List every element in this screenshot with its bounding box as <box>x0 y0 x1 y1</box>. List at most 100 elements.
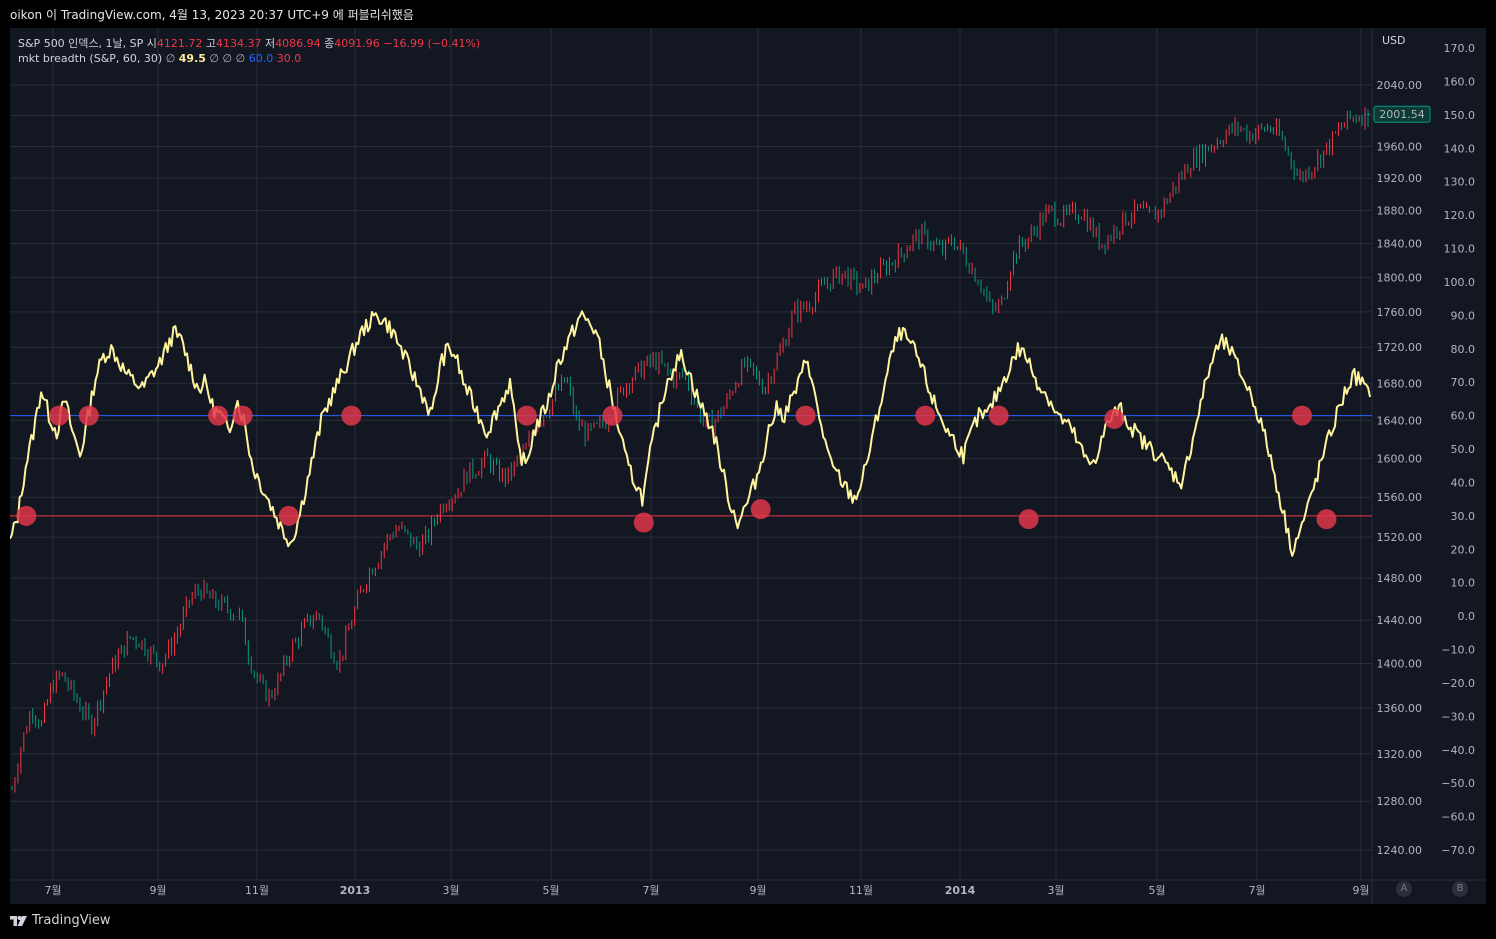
price-scale-label: 1640.00 <box>1377 414 1423 427</box>
time-axis-label: 9월 <box>749 884 766 897</box>
indicator-scale-label: 0.0 <box>1458 610 1476 623</box>
price-scale-label: 1320.00 <box>1377 748 1423 761</box>
indicator-flag-3: ∅ <box>222 52 233 65</box>
indicator-scale-label: −60.0 <box>1441 811 1475 824</box>
indicator-scale-label: −20.0 <box>1441 677 1475 690</box>
low-value: 4086.94 <box>275 37 321 50</box>
indicator-scale-label: 60.0 <box>1451 410 1476 423</box>
signal-marker <box>915 405 936 426</box>
footer: TradingView <box>0 904 1496 939</box>
time-axis-label: 3월 <box>1047 884 1064 897</box>
brand-name: TradingView <box>32 913 111 928</box>
indicator-scale-label: 120.0 <box>1444 209 1476 222</box>
indicator-scale-label: 150.0 <box>1444 109 1476 122</box>
signal-marker <box>78 405 99 426</box>
signal-marker <box>516 405 537 426</box>
time-axis-label: 5월 <box>542 884 559 897</box>
last-price-value: 2001.54 <box>1379 108 1425 121</box>
indicator-scale-label: −30.0 <box>1441 710 1475 723</box>
time-axis-label: 7월 <box>44 884 61 897</box>
indicator-scale-label: 70.0 <box>1451 376 1476 389</box>
change-value: −16.99 (−0.41%) <box>383 37 481 50</box>
price-scale-label: 1600.00 <box>1377 452 1423 465</box>
time-axis-label: 2014 <box>945 884 976 897</box>
indicator-scale-label: 80.0 <box>1451 343 1476 356</box>
indicator-flag-4: ∅ <box>235 52 246 65</box>
low-label: 저 <box>265 37 276 50</box>
indicator-scale-label: −10.0 <box>1441 644 1475 657</box>
indicator-value: 49.5 <box>178 52 206 65</box>
time-axis-label: 7월 <box>642 884 659 897</box>
time-axis-label: 5월 <box>1148 884 1165 897</box>
indicator-legend[interactable]: mkt breadth (S&P, 60, 30) ∅ 49.5 ∅ ∅ ∅ 6… <box>18 52 301 65</box>
high-label: 고 <box>205 37 217 50</box>
price-scale-label: 1520.00 <box>1377 531 1423 544</box>
close-value: 4091.96 <box>334 37 380 50</box>
signal-marker <box>341 405 362 426</box>
indicator-scale-label: 170.0 <box>1444 42 1476 55</box>
indicator-scale-label: −40.0 <box>1441 744 1475 757</box>
time-axis-label: 9월 <box>149 884 166 897</box>
price-scale-label: 1800.00 <box>1377 271 1423 284</box>
chart-canvas[interactable]: 7월 9월 11월 2013 3월 5월 7월 9월 11월 2014 3월 5월 7월 9월 2040.0… <box>10 28 1486 904</box>
signal-marker <box>795 405 816 426</box>
time-axis-label: 3월 <box>442 884 459 897</box>
brand[interactable]: TradingView <box>10 913 111 928</box>
price-scale-label: 1400.00 <box>1377 658 1423 671</box>
last-price-tag[interactable] <box>1373 105 1431 123</box>
signal-marker <box>16 505 37 526</box>
signal-marker <box>1316 509 1337 530</box>
indicator-scale-label: 90.0 <box>1451 309 1476 322</box>
time-axis-label: 2013 <box>340 884 371 897</box>
publish-header: oikon 이 TradingView.com, 4월 13, 2023 20:… <box>0 0 1496 28</box>
price-scale-label: 1440.00 <box>1377 614 1423 627</box>
signal-marker <box>1018 509 1039 530</box>
signal-marker <box>208 405 229 426</box>
signal-marker <box>988 405 1009 426</box>
price-scale-label: 2040.00 <box>1377 79 1423 92</box>
high-value: 4134.37 <box>216 37 262 50</box>
time-axis-label: 11월 <box>849 884 873 897</box>
indicator-flag-2: ∅ <box>209 52 220 65</box>
price-scale-label: 1360.00 <box>1377 702 1423 715</box>
indicator-name: mkt breadth (S&P, 60, 30) <box>18 52 163 65</box>
signal-marker <box>1292 405 1312 426</box>
chart-pane[interactable]: 7월 9월 11월 2013 3월 5월 7월 9월 11월 2014 3월 5월 7월 9월 2040.0… <box>10 28 1486 904</box>
indicator-scale-label: 50.0 <box>1451 443 1476 456</box>
time-axis-label: 9월 <box>1352 884 1369 897</box>
indicator-scale-label: −70.0 <box>1441 844 1475 857</box>
symbol-name: S&P 500 인덱스, 1날, SP <box>18 37 144 50</box>
indicator-flag-1: ∅ <box>165 52 176 65</box>
indicator-scale-label: 30.0 <box>1451 510 1476 523</box>
time-axis-label: 11월 <box>245 884 269 897</box>
signal-marker <box>278 505 299 526</box>
price-scale-label: 1680.00 <box>1377 377 1423 390</box>
indicator-scale-label: 140.0 <box>1444 142 1476 155</box>
close-label: 종 <box>324 37 335 50</box>
symbol-legend[interactable]: S&P 500 인덱스, 1날, SP 시4121.72 고4134.37 저4… <box>18 35 480 51</box>
price-scale-label: 1840.00 <box>1377 238 1423 251</box>
indicator-scale-label: −50.0 <box>1441 777 1475 790</box>
price-scale-label: 1480.00 <box>1377 572 1423 585</box>
indicator-scale-label: 110.0 <box>1444 243 1476 256</box>
price-scale-label: 1280.00 <box>1377 795 1423 808</box>
time-axis-label: 7월 <box>1248 884 1265 897</box>
signal-marker <box>602 405 623 426</box>
open-label: 시 <box>146 37 157 50</box>
price-scale-label: 1560.00 <box>1377 491 1423 504</box>
currency-label[interactable]: USD <box>1382 34 1406 47</box>
indicator-scale-label: 40.0 <box>1451 476 1476 489</box>
signal-marker <box>750 499 771 520</box>
price-scale-label: 1240.00 <box>1377 844 1423 857</box>
indicator-upper: 60.0 <box>248 52 274 65</box>
log-scale-button[interactable]: B <box>1452 881 1468 897</box>
indicator-scale-label: 20.0 <box>1451 543 1476 556</box>
signal-marker <box>48 405 69 426</box>
auto-scale-button[interactable]: A <box>1396 881 1412 897</box>
indicator-lower: 30.0 <box>276 52 302 65</box>
price-scale-label: 1760.00 <box>1377 306 1423 319</box>
indicator-scale-label: 160.0 <box>1444 75 1476 88</box>
publish-info: oikon 이 TradingView.com, 4월 13, 2023 20:… <box>10 8 414 22</box>
indicator-scale-label: 130.0 <box>1444 176 1476 189</box>
signal-marker <box>232 405 253 426</box>
